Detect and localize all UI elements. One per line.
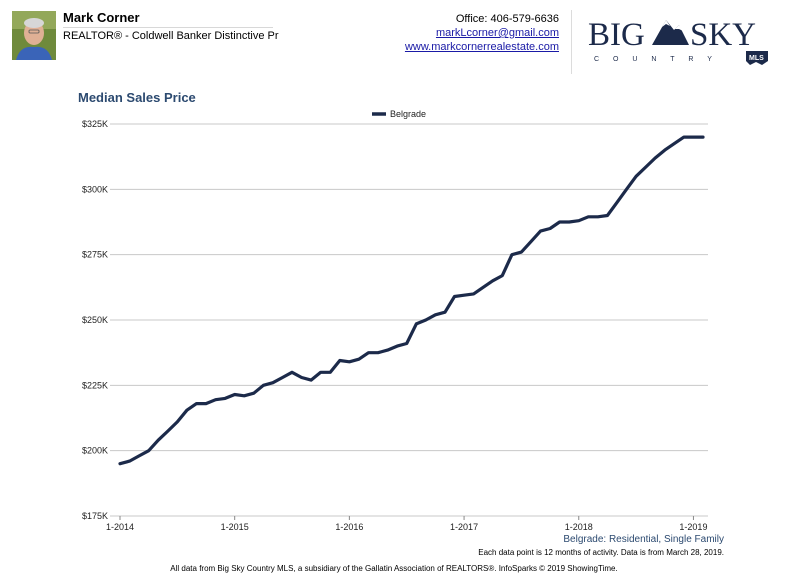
svg-text:MLS: MLS: [749, 55, 764, 62]
x-tick-label: 1-2019: [679, 522, 707, 532]
series-line-belgrade: [118, 135, 705, 466]
website-link[interactable]: www.markcornerrealestate.com: [404, 41, 559, 53]
legend: Belgrade: [372, 109, 426, 119]
y-tick-label: $300K: [82, 184, 108, 194]
name-underline: [63, 27, 273, 28]
x-tick-label: 1-2018: [565, 522, 593, 532]
series-lines: [118, 135, 705, 466]
contact-block: Office: 406-579-6636 markLcorner@gmail.c…: [405, 12, 559, 54]
x-tick-label: 1-2016: [335, 522, 363, 532]
x-axis-ticks: 1-2014 1-2015 1-2016 1-2017 1-2018 1-2019: [106, 516, 707, 532]
y-tick-label: $200K: [82, 446, 108, 456]
gridlines: [110, 123, 708, 517]
legend-label: Belgrade: [390, 109, 426, 119]
agent-name: Mark Corner: [63, 10, 140, 25]
chart-title: Median Sales Price: [78, 90, 196, 105]
email-link[interactable]: markLcorner@gmail.com: [435, 27, 559, 39]
source-footer: All data from Big Sky Country MLS, a sub…: [170, 564, 618, 573]
x-tick-label: 1-2014: [106, 522, 134, 532]
svg-text:BIG: BIG: [588, 17, 645, 53]
y-tick-label: $325K: [82, 119, 108, 129]
data-subset-label: Belgrade: Residential, Single Family: [563, 534, 724, 545]
x-tick-label: 1-2015: [221, 522, 249, 532]
office-phone: Office: 406-579-6636: [455, 13, 559, 25]
data-note: Each data point is 12 months of activity…: [478, 548, 724, 557]
agent-photo: [12, 11, 56, 60]
y-axis-ticks: $325K $300K $275K $250K $225K $200K $175K: [82, 119, 108, 521]
y-tick-label: $225K: [82, 380, 108, 390]
header-divider: [571, 10, 572, 74]
big-sky-country-mls-logo: BIG SKY C O U N T R Y MLS: [586, 12, 776, 70]
svg-text:SKY: SKY: [690, 17, 756, 53]
x-tick-label: 1-2017: [450, 522, 478, 532]
y-tick-label: $250K: [82, 315, 108, 325]
y-tick-label: $175K: [82, 511, 108, 521]
svg-text:C O U N T R Y: C O U N T R Y: [594, 56, 718, 63]
y-tick-label: $275K: [82, 250, 108, 260]
agent-title: REALTOR® - Coldwell Banker Distinctive P…: [63, 30, 279, 42]
